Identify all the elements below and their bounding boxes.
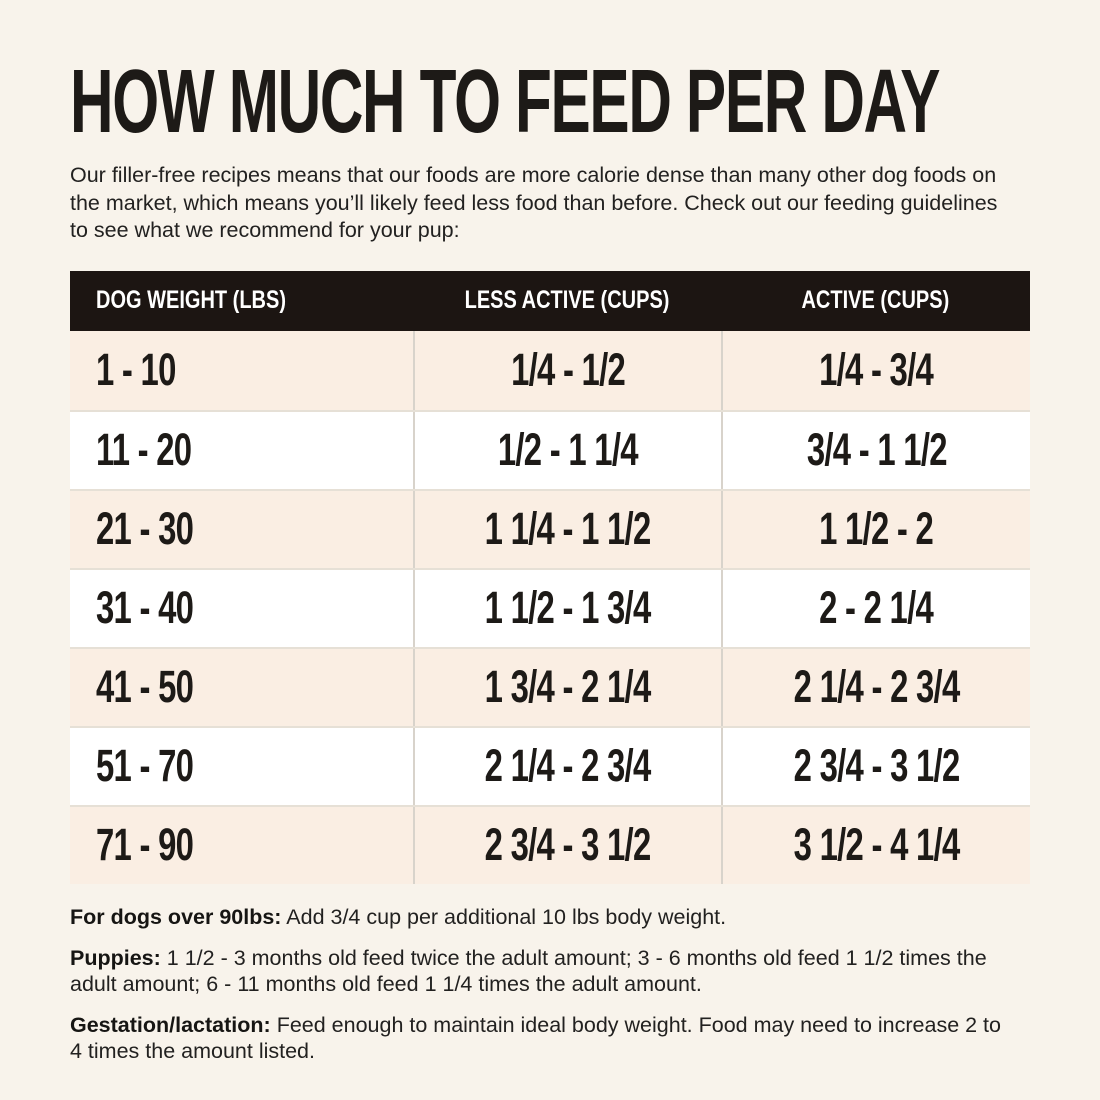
active-value: 2 1/4 - 2 3/4 xyxy=(793,661,961,713)
less-active-value: 1 1/4 - 1 1/2 xyxy=(485,503,652,555)
feeding-table: DOG WEIGHT (LBS) LESS ACTIVE (CUPS) ACTI… xyxy=(70,270,1030,884)
less-active-cell: 1/2 - 1 1/4 xyxy=(413,411,721,489)
note-gestation-text: Feed enough to maintain ideal body weigh… xyxy=(70,1013,1001,1064)
note-gestation: Gestation/lactation: Feed enough to main… xyxy=(70,1012,1010,1064)
active-cell: 1 1/2 - 2 xyxy=(721,490,1030,568)
less-active-value: 1/4 - 1/2 xyxy=(511,344,626,396)
page-title-text: HOW MUCH TO FEED PER DAY xyxy=(70,52,940,152)
page-title: HOW MUCH TO FEED PER DAY xyxy=(70,52,1030,152)
less-active-value: 2 3/4 - 3 1/2 xyxy=(485,819,652,871)
less-active-cell: 2 1/4 - 2 3/4 xyxy=(413,727,721,805)
weight-cell: 51 - 70 xyxy=(70,728,413,805)
intro-paragraph: Our filler-free recipes means that our f… xyxy=(70,163,998,243)
weight-value: 1 - 10 xyxy=(96,344,176,396)
weight-cell: 1 - 10 xyxy=(70,331,413,410)
note-puppies-text: 1 1/2 - 3 months old feed twice the adul… xyxy=(70,945,987,996)
active-value: 2 3/4 - 3 1/2 xyxy=(793,740,961,792)
weight-cell: 11 - 20 xyxy=(70,412,413,489)
active-value: 3 1/2 - 4 1/4 xyxy=(793,819,961,871)
table-header-row: DOG WEIGHT (LBS) LESS ACTIVE (CUPS) ACTI… xyxy=(70,270,1030,331)
active-value: 1/4 - 3/4 xyxy=(819,344,935,396)
header-cell-less-active: LESS ACTIVE (CUPS) xyxy=(413,271,721,331)
active-cell: 2 3/4 - 3 1/2 xyxy=(721,727,1030,805)
weight-value: 11 - 20 xyxy=(96,424,192,476)
less-active-value: 2 1/4 - 2 3/4 xyxy=(485,740,652,792)
table-row: 41 - 50 1 3/4 - 2 1/4 2 1/4 - 2 3/4 xyxy=(70,646,1030,726)
less-active-cell: 2 3/4 - 3 1/2 xyxy=(413,806,721,884)
active-cell: 2 1/4 - 2 3/4 xyxy=(721,648,1030,726)
less-active-value: 1 1/2 - 1 3/4 xyxy=(485,582,652,634)
active-value: 2 - 2 1/4 xyxy=(819,582,935,634)
table-row: 11 - 20 1/2 - 1 1/4 3/4 - 1 1/2 xyxy=(70,409,1030,489)
weight-value: 71 - 90 xyxy=(96,819,194,871)
less-active-cell: 1 3/4 - 2 1/4 xyxy=(413,648,721,726)
header-less-active-label: LESS ACTIVE (CUPS) xyxy=(464,286,670,315)
less-active-value: 1 3/4 - 2 1/4 xyxy=(485,661,652,713)
header-cell-active: ACTIVE (CUPS) xyxy=(721,271,1030,331)
weight-value: 31 - 40 xyxy=(96,582,194,634)
header-active-label: ACTIVE (CUPS) xyxy=(801,286,950,315)
less-active-cell: 1 1/2 - 1 3/4 xyxy=(413,569,721,647)
weight-cell: 31 - 40 xyxy=(70,570,413,647)
table-row: 51 - 70 2 1/4 - 2 3/4 2 3/4 - 3 1/2 xyxy=(70,725,1030,805)
table-row: 71 - 90 2 3/4 - 3 1/2 3 1/2 - 4 1/4 xyxy=(70,804,1030,884)
note-over-90lbs-text: Add 3/4 cup per additional 10 lbs body w… xyxy=(286,904,727,929)
header-dog-weight-label: DOG WEIGHT (LBS) xyxy=(96,286,286,315)
active-value: 3/4 - 1 1/2 xyxy=(806,424,948,476)
weight-cell: 21 - 30 xyxy=(70,491,413,568)
active-cell: 3 1/2 - 4 1/4 xyxy=(721,806,1030,884)
weight-value: 51 - 70 xyxy=(96,740,194,792)
less-active-value: 1/2 - 1 1/4 xyxy=(498,424,639,476)
less-active-cell: 1 1/4 - 1 1/2 xyxy=(413,490,721,568)
weight-value: 21 - 30 xyxy=(96,503,194,555)
note-gestation-label: Gestation/lactation: xyxy=(70,1013,271,1038)
table-row: 21 - 30 1 1/4 - 1 1/2 1 1/2 - 2 xyxy=(70,488,1030,568)
active-cell: 3/4 - 1 1/2 xyxy=(721,411,1030,489)
less-active-cell: 1/4 - 1/2 xyxy=(413,330,721,410)
note-over-90lbs: For dogs over 90lbs: Add 3/4 cup per add… xyxy=(70,904,1010,930)
note-puppies: Puppies: 1 1/2 - 3 months old feed twice… xyxy=(70,945,1010,997)
active-cell: 2 - 2 1/4 xyxy=(721,569,1030,647)
weight-cell: 71 - 90 xyxy=(70,807,413,884)
note-puppies-label: Puppies: xyxy=(70,945,161,970)
header-cell-dog-weight: DOG WEIGHT (LBS) xyxy=(70,271,413,331)
weight-cell: 41 - 50 xyxy=(70,649,413,726)
active-cell: 1/4 - 3/4 xyxy=(721,330,1030,410)
table-row: 31 - 40 1 1/2 - 1 3/4 2 - 2 1/4 xyxy=(70,567,1030,647)
weight-value: 41 - 50 xyxy=(96,661,194,713)
table-row: 1 - 10 1/4 - 1/2 1/4 - 3/4 xyxy=(70,330,1030,410)
note-over-90lbs-label: For dogs over 90lbs: xyxy=(70,904,282,929)
active-value: 1 1/2 - 2 xyxy=(819,503,935,555)
footnotes: For dogs over 90lbs: Add 3/4 cup per add… xyxy=(70,904,1010,1065)
